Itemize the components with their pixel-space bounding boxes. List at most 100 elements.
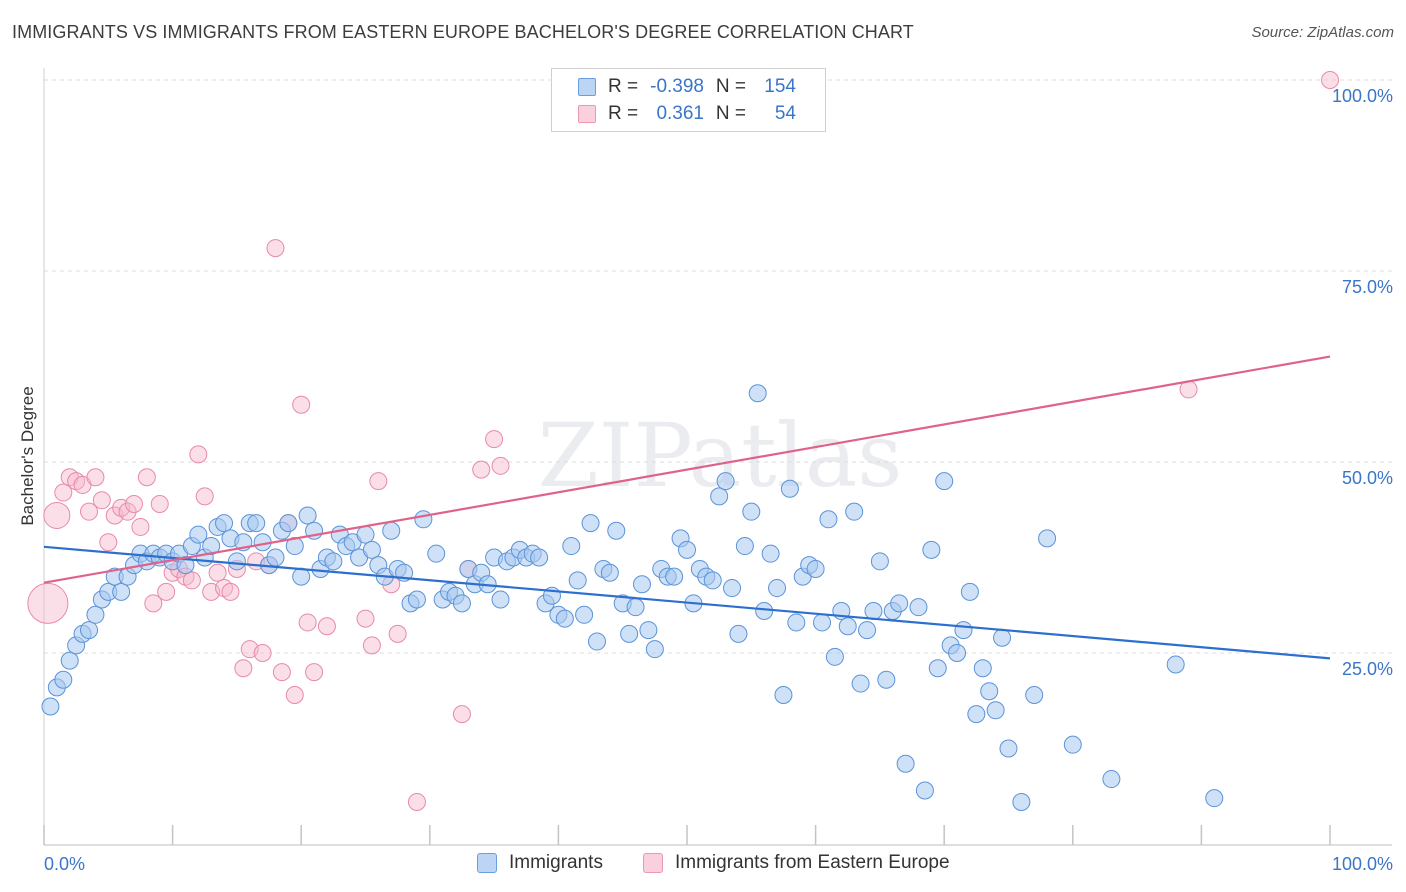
- data-point-eastern-europe: [221, 582, 240, 601]
- data-point-immigrants: [954, 621, 973, 640]
- data-point-eastern-europe: [369, 472, 388, 491]
- data-point-eastern-europe: [118, 502, 137, 521]
- data-point-immigrants: [806, 559, 825, 578]
- data-point-immigrants: [877, 670, 896, 689]
- data-point-immigrants: [716, 472, 735, 491]
- data-point-eastern-europe: [27, 582, 69, 624]
- data-point-immigrants: [1025, 686, 1044, 705]
- legend-n-label: N =: [715, 76, 746, 97]
- correlation-legend: R = -0.398 N = 154 R = 0.361 N = 54: [551, 68, 826, 132]
- data-point-immigrants: [1038, 529, 1057, 548]
- series-immigrants-points: [41, 384, 1224, 811]
- data-point-eastern-europe: [99, 533, 118, 552]
- data-point-eastern-europe: [157, 582, 176, 601]
- data-point-immigrants: [298, 506, 317, 525]
- data-point-immigrants: [742, 502, 761, 521]
- data-point-eastern-europe: [452, 705, 471, 724]
- legend-row-eastern-europe: R = 0.361 N = 54: [578, 102, 796, 126]
- data-point-immigrants: [858, 621, 877, 640]
- data-point-immigrants: [247, 514, 266, 533]
- data-point-immigrants: [922, 540, 941, 559]
- data-point-immigrants: [568, 571, 587, 590]
- data-point-immigrants: [960, 582, 979, 601]
- data-point-immigrants: [279, 514, 298, 533]
- legend-n-value: 54: [774, 103, 796, 124]
- data-point-immigrants: [838, 617, 857, 636]
- source-label: Source: ZipAtlas.com: [1251, 24, 1394, 41]
- data-point-immigrants: [587, 632, 606, 651]
- data-point-eastern-europe: [485, 430, 504, 449]
- data-point-eastern-europe: [189, 445, 208, 464]
- chart-title: IMMIGRANTS VS IMMIGRANTS FROM EASTERN EU…: [12, 22, 914, 42]
- data-point-eastern-europe: [144, 594, 163, 613]
- data-point-immigrants: [555, 609, 574, 628]
- data-point-immigrants: [928, 659, 947, 678]
- data-point-eastern-europe: [54, 483, 73, 502]
- data-point-eastern-europe: [195, 487, 214, 506]
- data-point-immigrants: [639, 621, 658, 640]
- data-point-immigrants: [819, 510, 838, 529]
- data-point-immigrants: [427, 544, 446, 563]
- data-point-immigrants: [768, 579, 787, 598]
- grid-layer: [44, 79, 1392, 654]
- data-point-eastern-europe: [137, 468, 156, 487]
- data-point-eastern-europe: [86, 468, 105, 487]
- data-point-immigrants: [600, 563, 619, 582]
- data-point-immigrants: [60, 651, 79, 670]
- data-point-immigrants: [41, 697, 60, 716]
- data-point-immigrants: [851, 674, 870, 693]
- data-point-immigrants: [780, 479, 799, 498]
- data-point-immigrants: [896, 754, 915, 773]
- data-point-immigrants: [864, 601, 883, 620]
- data-point-immigrants: [362, 540, 381, 559]
- bottom-legend-swatch-pink: [643, 853, 663, 873]
- data-point-immigrants: [935, 472, 954, 491]
- data-point-immigrants: [870, 552, 889, 571]
- bottom-legend-immigrants: Immigrants: [477, 852, 603, 874]
- y-tick-label: 50.0%: [1342, 468, 1393, 488]
- bottom-legend-eastern-europe: Immigrants from Eastern Europe: [643, 852, 950, 874]
- bottom-legend-label: Immigrants from Eastern Europe: [675, 852, 950, 873]
- data-point-immigrants: [890, 594, 909, 613]
- data-point-immigrants: [755, 601, 774, 620]
- data-point-eastern-europe: [131, 517, 150, 536]
- data-point-immigrants: [729, 624, 748, 643]
- data-point-immigrants: [1012, 792, 1031, 811]
- data-point-immigrants: [1102, 770, 1121, 789]
- data-point-eastern-europe: [1321, 71, 1339, 89]
- data-point-immigrants: [632, 575, 651, 594]
- data-point-immigrants: [407, 590, 426, 609]
- tick-labels: 25.0% 50.0% 75.0% 100.0% 0.0% 100.0%: [44, 86, 1393, 874]
- data-point-immigrants: [189, 525, 208, 544]
- data-point-immigrants: [980, 682, 999, 701]
- data-point-eastern-europe: [362, 636, 381, 655]
- data-point-immigrants: [452, 594, 471, 613]
- data-point-immigrants: [999, 739, 1018, 758]
- data-point-immigrants: [202, 537, 221, 556]
- data-point-immigrants: [787, 613, 806, 632]
- data-point-eastern-europe: [43, 501, 71, 529]
- data-point-immigrants: [176, 556, 195, 575]
- y-tick-label: 75.0%: [1342, 277, 1393, 297]
- data-point-immigrants: [813, 613, 832, 632]
- data-point-immigrants: [710, 487, 729, 506]
- data-point-immigrants: [825, 647, 844, 666]
- data-point-immigrants: [915, 781, 934, 800]
- axis-layer: [43, 68, 1392, 846]
- data-point-immigrants: [993, 628, 1012, 647]
- data-point-eastern-europe: [208, 563, 227, 582]
- data-point-immigrants: [948, 644, 967, 662]
- legend-r-label: R =: [608, 103, 639, 124]
- legend-r-value: -0.398: [650, 76, 704, 97]
- data-point-immigrants: [723, 579, 742, 598]
- data-point-eastern-europe: [125, 495, 144, 514]
- data-point-immigrants: [491, 590, 510, 609]
- trend-lines: [43, 355, 1331, 660]
- data-point-eastern-europe: [285, 686, 304, 705]
- data-point-immigrants: [735, 537, 754, 556]
- legend-swatch-pink: [578, 105, 596, 123]
- data-point-immigrants: [678, 540, 696, 559]
- bottom-legend-swatch-blue: [477, 853, 497, 873]
- data-point-eastern-europe: [317, 617, 336, 636]
